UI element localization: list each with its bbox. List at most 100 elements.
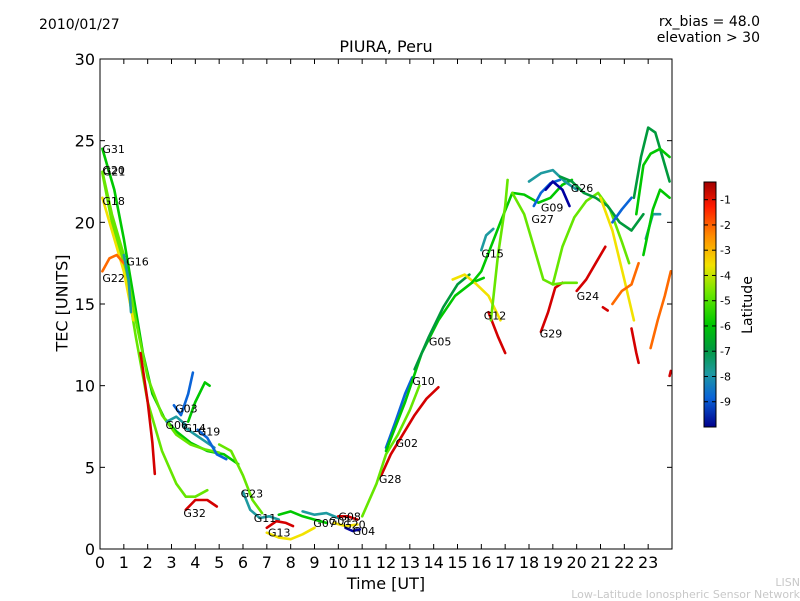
series-g29 — [539, 281, 564, 334]
satellite-label: G04 — [353, 525, 376, 538]
satellite-label: G29 — [540, 327, 563, 340]
satellite-label: G11 — [254, 512, 277, 525]
series-g32 — [184, 498, 219, 512]
x-tick-label: 22 — [614, 553, 634, 572]
series-g24b — [599, 196, 636, 322]
satellite-label: G14 — [183, 422, 206, 435]
x-tick-label: 5 — [214, 553, 224, 572]
x-tick-label: 9 — [309, 553, 319, 572]
colorbar-tick-label: -6 — [720, 320, 731, 333]
satellite-label: G02 — [396, 437, 419, 450]
series-g24d — [601, 305, 610, 312]
series-g22 — [101, 253, 126, 273]
x-tick-label: 3 — [166, 553, 176, 572]
x-tick-label: 19 — [543, 553, 563, 572]
x-axis-label: Time [UT] — [346, 574, 426, 593]
series-g09b — [527, 168, 579, 191]
y-tick-label: 10 — [75, 377, 95, 396]
satellite-label: G16 — [126, 256, 149, 269]
x-tick-label: 17 — [495, 553, 515, 572]
colorbar-tick-label: -3 — [720, 244, 731, 257]
series-g24e — [630, 327, 640, 365]
satellite-label: G15 — [481, 247, 504, 260]
rx-bias-label: rx_bias = 48.0 — [658, 14, 760, 30]
series-g20 — [101, 170, 221, 454]
colorbar-tick-label: -7 — [720, 345, 731, 358]
satellite-label: G18 — [102, 195, 125, 208]
x-tick-label: 10 — [328, 553, 348, 572]
series-g20b — [332, 521, 359, 528]
satellite-label: G08 — [338, 510, 361, 523]
series-g08 — [336, 514, 359, 521]
satellite-label: G01 — [329, 515, 352, 528]
series-g15 — [479, 227, 495, 252]
series-g15b — [470, 178, 574, 285]
series-g30f — [668, 369, 673, 378]
satellite-label: G20 — [102, 164, 125, 177]
x-tick-label: 6 — [238, 553, 248, 572]
series-g19 — [196, 428, 228, 461]
y-tick-label: 15 — [75, 295, 95, 314]
series-g05b — [413, 273, 471, 371]
x-tick-label: 4 — [190, 553, 200, 572]
series-g30d — [642, 188, 671, 257]
colorbar-tick-label: -4 — [720, 269, 731, 282]
satellite-label: G07 — [313, 517, 336, 530]
x-tick-label: 0 — [95, 553, 105, 572]
x-tick-label: 7 — [262, 553, 272, 572]
credit-lisn: LISN — [775, 576, 800, 589]
series-g30e — [649, 269, 673, 350]
series-g26b — [611, 196, 633, 224]
colorbar-tick-label: -8 — [720, 370, 731, 383]
x-tick-label: 16 — [471, 553, 491, 572]
satellite-label: G26 — [571, 182, 594, 195]
series-g16 — [122, 253, 133, 314]
satellite-label: G12 — [484, 309, 507, 322]
series-g13 — [265, 519, 295, 530]
satellite-label: G28 — [379, 473, 402, 486]
x-tick-label: 21 — [590, 553, 610, 572]
series-g11 — [241, 490, 281, 521]
x-tick-label: 15 — [447, 553, 467, 572]
satellite-label: G19 — [198, 425, 221, 438]
receiver-info: rx_bias = 48.0 elevation > 30 — [657, 14, 760, 46]
colorbar-tick-label: -5 — [720, 295, 731, 308]
series-g05 — [384, 276, 486, 453]
x-tick-label: 13 — [400, 553, 420, 572]
series-g04 — [344, 526, 362, 533]
series-g09 — [544, 180, 571, 208]
series-g02 — [360, 384, 421, 518]
x-tick-label: 1 — [119, 553, 129, 572]
series-g14b — [186, 381, 211, 423]
y-tick-label: 0 — [85, 540, 95, 559]
series-g16b — [139, 351, 157, 476]
series-g21 — [101, 172, 209, 499]
satellite-label: G10 — [412, 375, 435, 388]
satellite-label: G27 — [531, 213, 554, 226]
series-g24 — [575, 245, 607, 293]
y-tick-label: 5 — [85, 458, 95, 477]
satellite-label: G05 — [429, 336, 452, 349]
y-tick-label: 30 — [75, 50, 95, 69]
satellite-label: G24 — [577, 290, 600, 303]
series-g03 — [172, 371, 195, 417]
chart-title: PIURA, Peru — [339, 37, 433, 56]
series-g07 — [277, 510, 328, 525]
colorbar-tick-label: -1 — [720, 194, 731, 207]
x-tick-label: 20 — [566, 553, 586, 572]
series-g10 — [384, 376, 414, 450]
satellite-label: G31 — [102, 143, 125, 156]
series-g23 — [217, 443, 264, 515]
x-tick-label: 11 — [352, 553, 372, 572]
x-tick-label: 14 — [423, 553, 443, 572]
x-tick-label: 23 — [638, 553, 658, 572]
x-tick-label: 8 — [286, 553, 296, 572]
satellite-label: G13 — [268, 527, 291, 540]
x-tick-label: 12 — [376, 553, 396, 572]
series-g06 — [165, 415, 188, 427]
series-g13b — [265, 526, 316, 541]
satellite-label: G32 — [183, 507, 206, 520]
satellite-label: G21 — [103, 166, 126, 179]
series-g02w — [301, 510, 340, 520]
